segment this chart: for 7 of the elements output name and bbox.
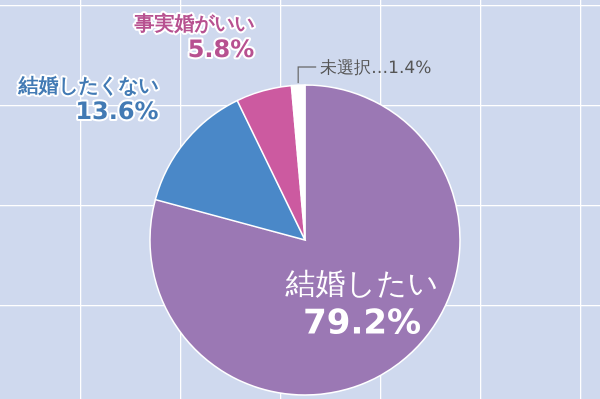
- data-label: 79.2%: [303, 302, 422, 343]
- slice-label: 結婚したい: [284, 266, 439, 302]
- slice-label: 事実婚がいい: [133, 10, 254, 35]
- data-label: 5.8%: [188, 34, 254, 63]
- slice-label: 未選択…1.4%: [320, 58, 432, 78]
- slice-label: 結婚したくない: [18, 72, 159, 97]
- data-label: 13.6%: [75, 96, 159, 125]
